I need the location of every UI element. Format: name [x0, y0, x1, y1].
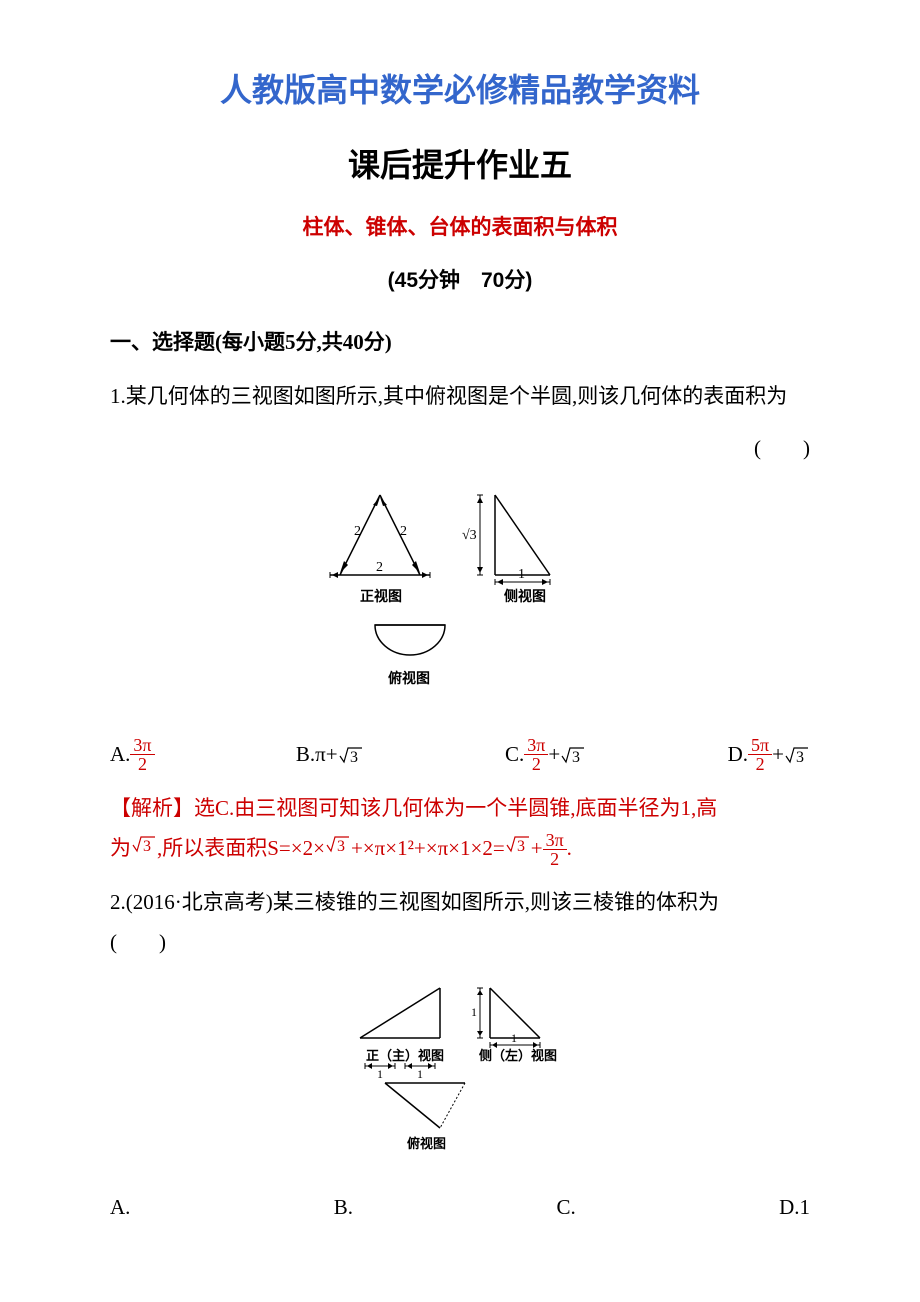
svg-text:3: 3: [572, 749, 580, 766]
top-view-label-2: 俯视图: [407, 1136, 446, 1151]
side-view-label-2: 侧（左）视图: [479, 1048, 557, 1063]
analysis-text: 选C.由三视图可知该几何体为一个半圆锥,底面半径为1,高: [194, 796, 717, 820]
section-heading: 一、选择题(每小题5分,共40分): [110, 323, 810, 363]
frac-num: 3π: [543, 831, 567, 850]
front-view-label: 正视图: [360, 588, 402, 605]
question-2-figure: 正（主）视图 1 1 1: [110, 978, 810, 1172]
sqrt-icon: 3: [784, 744, 810, 766]
frac-den: 2: [135, 755, 150, 773]
sqrt-icon: 3: [560, 744, 586, 766]
sqrt-icon: 3: [505, 833, 531, 855]
option-c: C. 3π 2 + 3: [505, 735, 586, 775]
frac-den: 2: [753, 755, 768, 773]
dim-right-2: 2: [400, 524, 407, 539]
plus-sign: +: [548, 735, 560, 775]
sqrt-icon: 3: [338, 744, 364, 766]
dim-w1: 1: [511, 1031, 517, 1045]
sqrt-icon: 3: [325, 833, 351, 855]
frac-num: 5π: [748, 736, 772, 755]
question-1-options: A. 3π 2 B. π+ 3 C. 3π 2 + 3 D. 5π 2 + 3: [110, 735, 810, 775]
analysis-label: 【解析】: [110, 796, 194, 820]
analysis-text: .: [567, 836, 572, 860]
analysis-text: +×π×1²+×π×1×2=: [351, 836, 505, 860]
option-b-text: π+: [315, 735, 337, 775]
option-a: A. 3π 2: [110, 735, 155, 775]
analysis-text: 为: [110, 836, 131, 860]
option-2c: C.: [556, 1188, 575, 1228]
question-1-analysis: 【解析】选C.由三视图可知该几何体为一个半圆锥,底面半径为1,高 为3,所以表面…: [110, 789, 810, 869]
dim-left-2: 2: [354, 524, 361, 539]
frac-num: 3π: [524, 736, 548, 755]
analysis-text: +: [531, 836, 543, 860]
plus-sign: +: [772, 735, 784, 775]
question-2-options: A. B. C. D.1: [110, 1188, 810, 1228]
svg-text:3: 3: [143, 838, 151, 855]
question-1-figure: 2 2 2 正视图 √3 1 侧视图 俯视图: [110, 485, 810, 719]
question-1-blank: ( ): [110, 429, 810, 469]
sub-title: 课后提升作业五: [110, 135, 810, 196]
question-2-text: 2.(2016·北京高考)某三棱锥的三视图如图所示,则该三棱锥的体积为 ( ): [110, 883, 810, 963]
svg-text:3: 3: [337, 838, 345, 855]
lesson-subtitle: 柱体、锥体、台体的表面积与体积: [110, 208, 810, 248]
option-b: B. π+ 3: [296, 735, 364, 775]
svg-text:3: 3: [796, 749, 804, 766]
svg-text:3: 3: [350, 749, 358, 766]
sqrt-icon: 3: [131, 833, 157, 855]
dim-sqrt3: √3: [462, 528, 477, 543]
frac-num: 3π: [130, 736, 154, 755]
option-d: D. 5π 2 + 3: [728, 735, 810, 775]
dim-h1: 1: [471, 1005, 477, 1019]
frac-den: 2: [547, 850, 562, 868]
main-title: 人教版高中数学必修精品教学资料: [110, 60, 810, 121]
dim-base-2: 2: [376, 560, 383, 575]
option-2a: A.: [110, 1188, 130, 1228]
option-a-label: A.: [110, 735, 130, 775]
side-view-label: 侧视图: [504, 588, 546, 605]
svg-text:3: 3: [517, 838, 525, 855]
dim-1b: 1: [417, 1067, 423, 1081]
front-view-label-2: 正（主）视图: [366, 1048, 444, 1063]
time-info: (45分钟 70分): [110, 261, 810, 301]
dim-1a: 1: [377, 1067, 383, 1081]
option-d-label: D.: [728, 735, 748, 775]
option-2b: B.: [334, 1188, 353, 1228]
option-c-label: C.: [505, 735, 524, 775]
frac-den: 2: [529, 755, 544, 773]
option-b-label: B.: [296, 735, 315, 775]
analysis-text: ,所以表面积S=×2×: [157, 836, 325, 860]
top-view-label: 俯视图: [388, 670, 430, 687]
dim-side-1: 1: [518, 567, 525, 582]
question-1-text: 1.某几何体的三视图如图所示,其中俯视图是个半圆,则该几何体的表面积为: [110, 377, 810, 417]
option-2d: D.1: [779, 1188, 810, 1228]
